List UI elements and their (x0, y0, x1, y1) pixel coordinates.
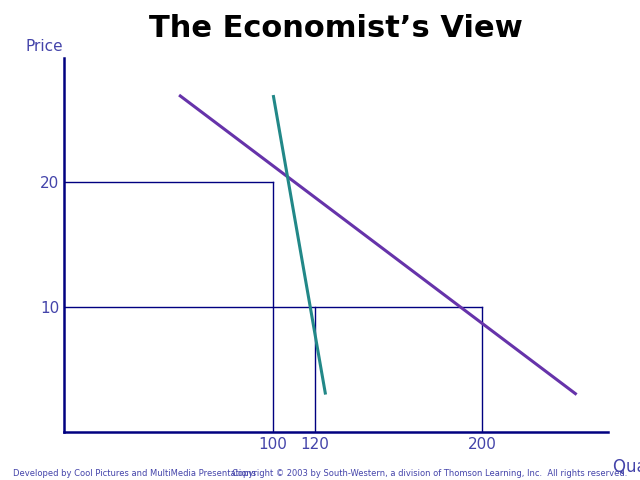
Text: Copyright © 2003 by South-Western, a division of Thomson Learning, Inc.  All rig: Copyright © 2003 by South-Western, a div… (232, 468, 627, 478)
Text: Price: Price (26, 39, 63, 54)
Title: The Economist’s View: The Economist’s View (149, 14, 523, 43)
Text: Quantity demanded: Quantity demanded (614, 458, 640, 476)
Text: Developed by Cool Pictures and MultiMedia Presentations: Developed by Cool Pictures and MultiMedi… (13, 468, 256, 478)
